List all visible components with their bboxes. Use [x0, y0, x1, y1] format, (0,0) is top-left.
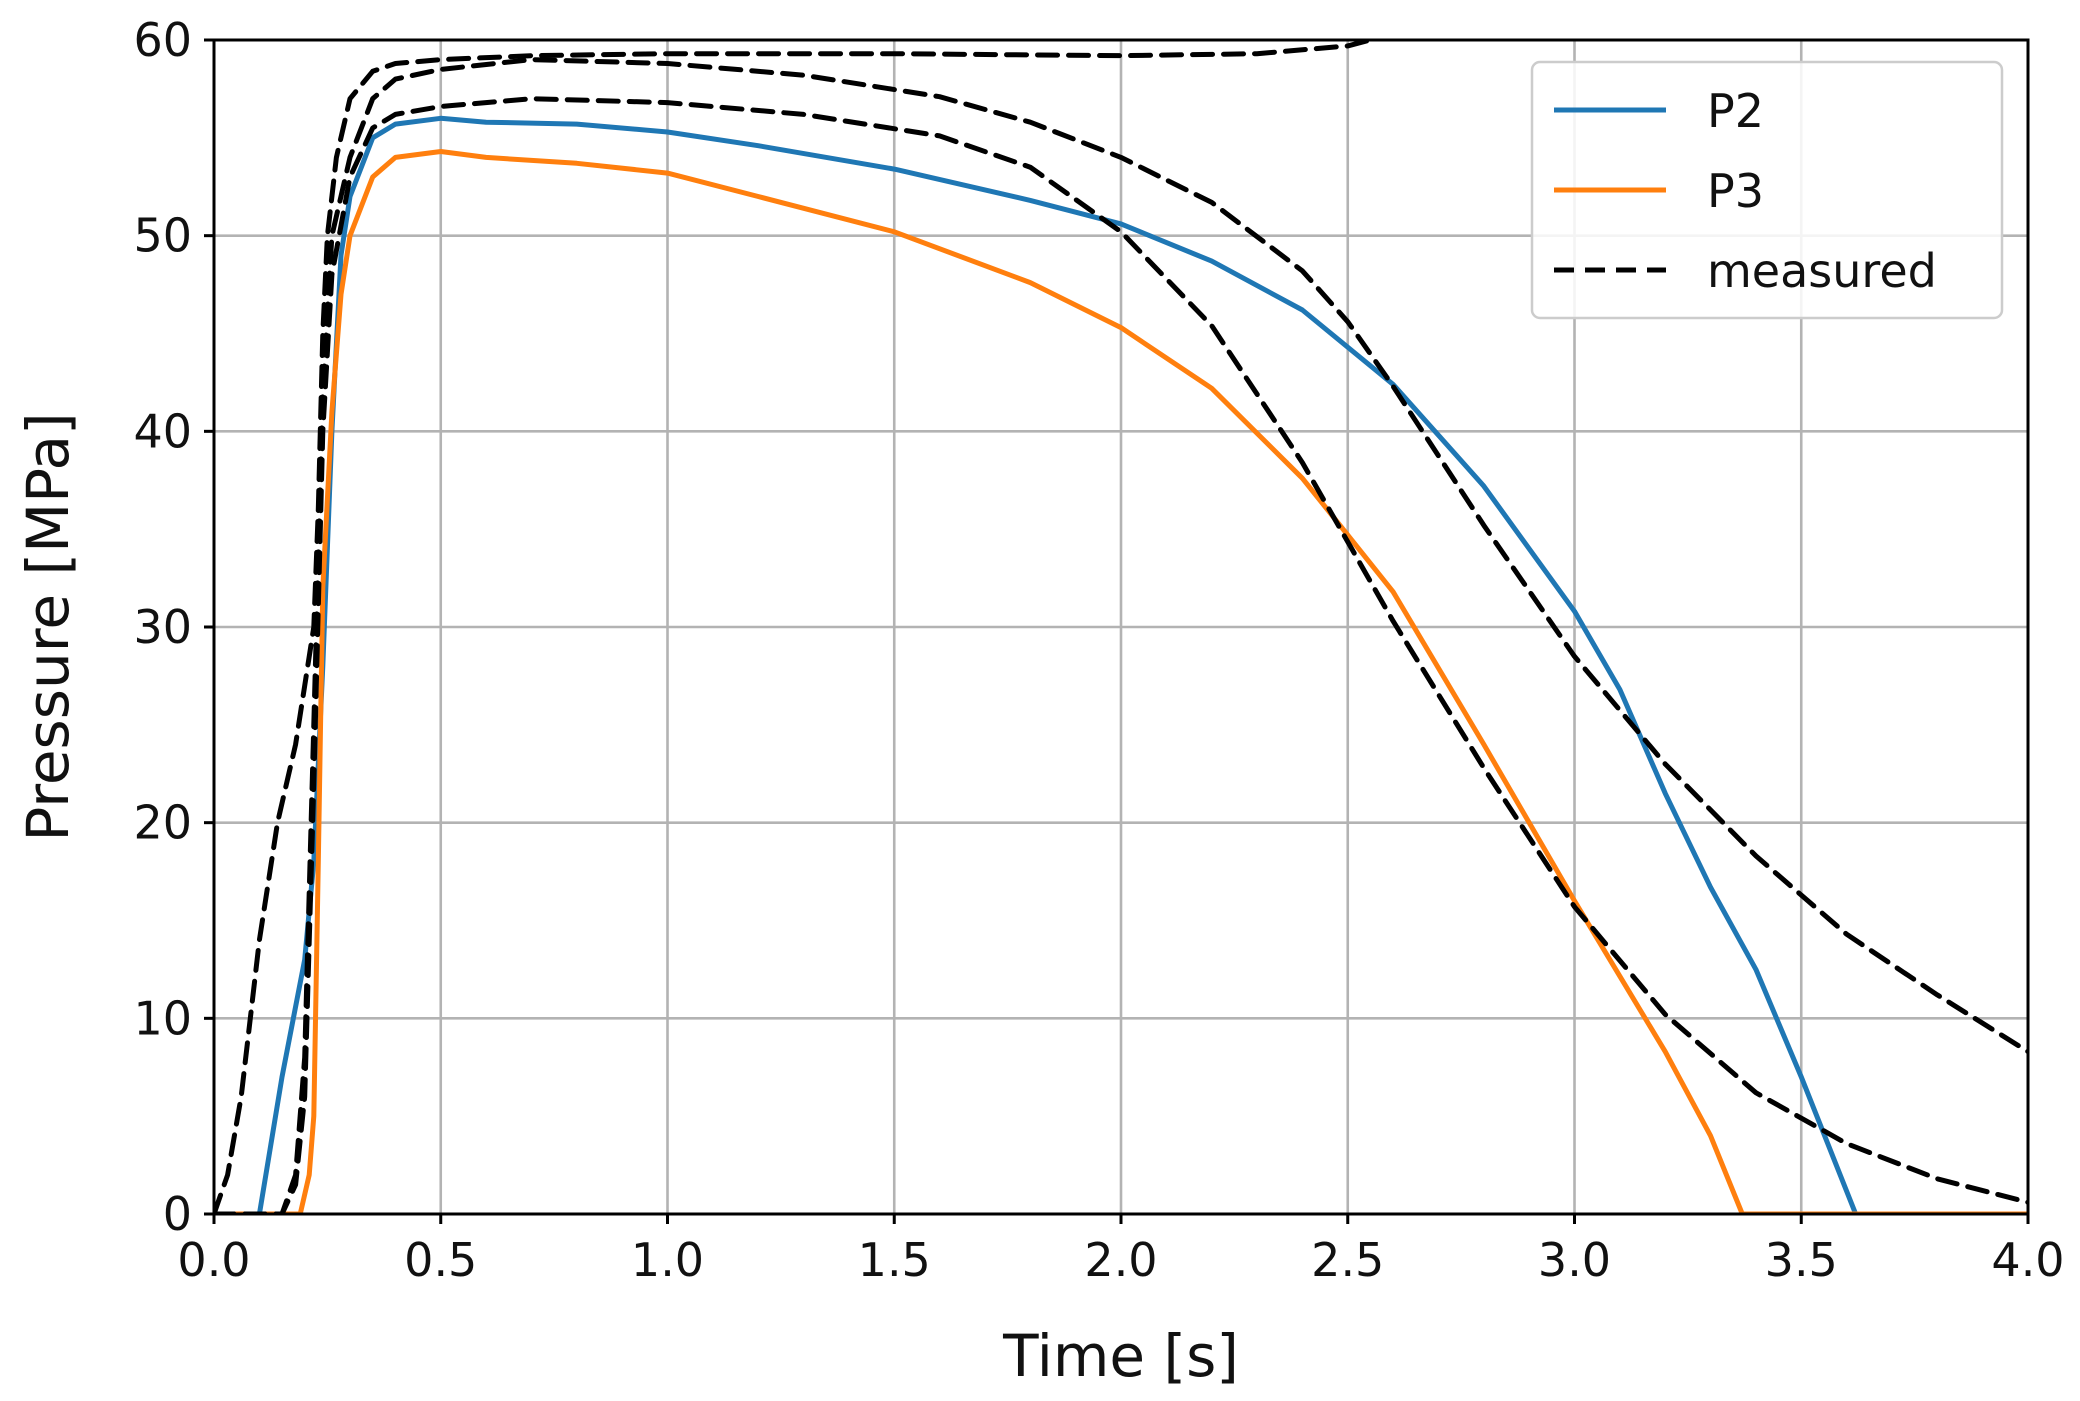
y-tick-label: 0 [163, 1187, 192, 1241]
x-tick-label: 2.0 [1084, 1233, 1157, 1287]
y-tick-label: 40 [133, 404, 192, 458]
legend: P2 P3 measured [1530, 60, 2004, 320]
legend-label-p3: P3 [1707, 164, 1764, 218]
series-measured-line-4 [214, 96, 2028, 1214]
x-tick-label: 2.5 [1311, 1233, 1384, 1287]
y-tick-label: 50 [133, 209, 192, 263]
axis-titles: Time [s] Pressure [MPa] [14, 412, 1239, 1390]
legend-box [1530, 60, 2004, 320]
legend-label-p2: P2 [1707, 84, 1764, 138]
y-tick-label: 30 [133, 600, 192, 654]
x-tick-label: 0.0 [177, 1233, 250, 1287]
y-axis-title: Pressure [MPa] [14, 412, 82, 841]
x-axis-title: Time [s] [1002, 1322, 1239, 1390]
series-group [214, 40, 2028, 1214]
x-tick-label: 0.5 [404, 1233, 477, 1287]
grid [212, 38, 2030, 1216]
x-tick-label: 3.0 [1538, 1233, 1611, 1287]
y-tick-label: 10 [133, 991, 192, 1045]
axis-ticks: 0.0 0.5 1.0 1.5 2.0 2.5 3.0 3.5 4.0 0 10 20 30 40 50 60 [133, 13, 2064, 1287]
y-tick-label: 60 [133, 13, 192, 67]
x-tick-label: 4.0 [1991, 1233, 2064, 1287]
x-tick-label: 1.0 [631, 1233, 704, 1287]
series-p3-line [214, 149, 2028, 1214]
x-tick-label: 3.5 [1765, 1233, 1838, 1287]
y-tick-label: 20 [133, 796, 192, 850]
series-measured-line [214, 40, 1386, 1214]
legend-label-measured: measured [1707, 244, 1937, 298]
x-tick-label: 1.5 [858, 1233, 931, 1287]
